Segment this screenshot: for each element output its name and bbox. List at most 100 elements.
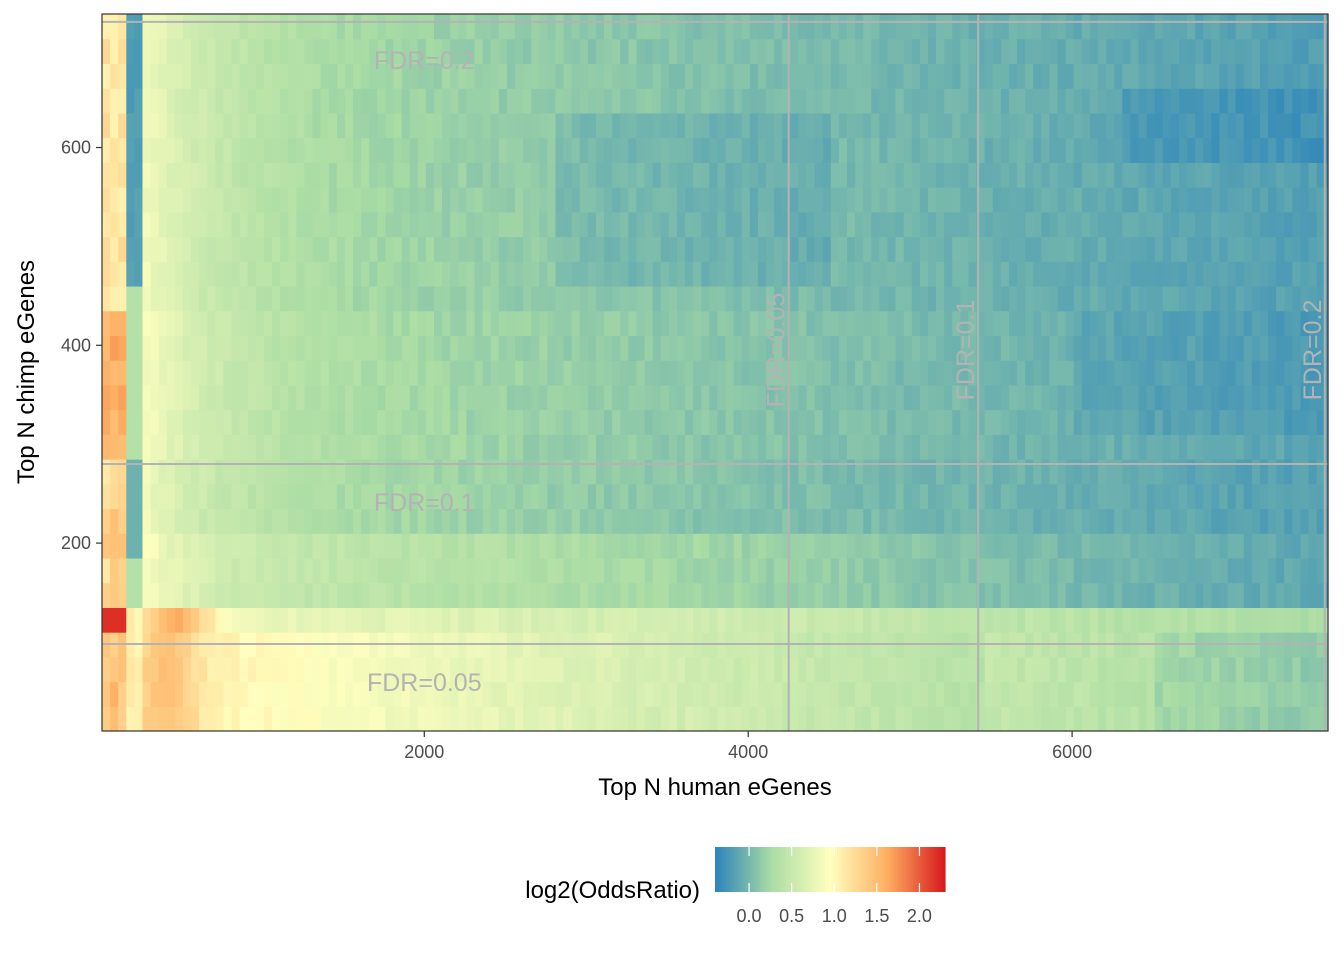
heatmap-cell bbox=[782, 187, 791, 213]
heatmap-cell bbox=[1203, 483, 1212, 510]
heatmap-cell bbox=[1033, 112, 1042, 139]
heatmap-cell bbox=[725, 434, 735, 460]
heatmap-cell bbox=[676, 384, 686, 411]
heatmap-cell bbox=[879, 557, 889, 584]
heatmap-cell bbox=[879, 310, 889, 337]
heatmap-cell bbox=[102, 681, 111, 707]
heatmap-cell bbox=[903, 360, 913, 386]
heatmap-cell bbox=[741, 607, 751, 633]
heatmap-cell bbox=[774, 582, 783, 608]
heatmap-cell bbox=[199, 533, 208, 559]
heatmap-cell bbox=[855, 557, 864, 584]
heatmap-cell bbox=[1114, 88, 1123, 114]
heatmap-cell bbox=[199, 310, 208, 337]
heatmap-cell bbox=[239, 14, 249, 40]
heatmap-cell bbox=[1300, 557, 1310, 584]
heatmap-cell bbox=[1179, 285, 1188, 312]
heatmap-cell bbox=[425, 582, 435, 608]
heatmap-cell bbox=[263, 261, 273, 287]
heatmap-cell bbox=[887, 137, 897, 163]
heatmap-cell bbox=[288, 137, 297, 163]
heatmap-cell bbox=[312, 607, 322, 633]
heatmap-cell bbox=[652, 63, 662, 89]
heatmap-cell bbox=[968, 434, 978, 460]
heatmap-cell bbox=[1268, 38, 1277, 65]
heatmap-cell bbox=[498, 656, 508, 683]
heatmap-cell bbox=[1114, 508, 1123, 534]
heatmap-cell bbox=[126, 261, 135, 287]
heatmap-cell bbox=[960, 162, 970, 188]
heatmap-cell bbox=[1219, 459, 1229, 485]
heatmap-cell bbox=[757, 310, 767, 337]
heatmap-cell bbox=[725, 261, 735, 287]
heatmap-cell bbox=[191, 384, 200, 411]
heatmap-cell bbox=[150, 607, 160, 633]
heatmap-cell bbox=[936, 459, 945, 485]
heatmap-cell bbox=[1049, 459, 1059, 485]
heatmap-cell bbox=[1316, 434, 1326, 460]
heatmap-cell bbox=[182, 162, 192, 188]
heatmap-cell bbox=[1170, 137, 1180, 163]
heatmap-cell bbox=[215, 310, 225, 337]
heatmap-cell bbox=[644, 607, 654, 633]
heatmap-cell bbox=[434, 681, 443, 707]
heatmap-cell bbox=[1138, 261, 1148, 287]
heatmap-cell bbox=[207, 360, 216, 386]
heatmap-cell bbox=[458, 236, 467, 262]
heatmap-cell bbox=[644, 384, 654, 411]
heatmap-cell bbox=[239, 310, 249, 337]
heatmap-cell bbox=[134, 508, 144, 534]
heatmap-cell bbox=[531, 261, 540, 287]
heatmap-cell bbox=[296, 409, 306, 435]
heatmap-cell bbox=[660, 434, 670, 460]
heatmap-cell bbox=[231, 88, 241, 114]
heatmap-cell bbox=[1300, 310, 1310, 337]
heatmap-cell bbox=[855, 137, 864, 163]
plot-panel-border bbox=[101, 13, 1329, 732]
heatmap-cell bbox=[255, 14, 265, 40]
heatmap-cell bbox=[231, 112, 241, 139]
heatmap-cell bbox=[668, 335, 678, 361]
heatmap-cell bbox=[1000, 335, 1010, 361]
heatmap-cell bbox=[1073, 14, 1083, 40]
heatmap-cell bbox=[879, 706, 889, 732]
heatmap-cell bbox=[110, 656, 119, 683]
heatmap-cell bbox=[377, 607, 387, 633]
heatmap-cell bbox=[887, 285, 897, 312]
colorbar-segment bbox=[909, 847, 912, 892]
heatmap-cell bbox=[766, 434, 775, 460]
heatmap-cell bbox=[1057, 14, 1067, 40]
heatmap-cell bbox=[919, 360, 929, 386]
heatmap-cell bbox=[1268, 483, 1277, 510]
heatmap-cell bbox=[1268, 63, 1277, 89]
heatmap-cell bbox=[150, 533, 160, 559]
heatmap-cell bbox=[498, 63, 508, 89]
heatmap-cell bbox=[676, 656, 686, 683]
heatmap-cell bbox=[1227, 236, 1237, 262]
heatmap-cell bbox=[741, 187, 751, 213]
heatmap-cell bbox=[571, 607, 581, 633]
heatmap-cell bbox=[514, 508, 524, 534]
heatmap-cell bbox=[741, 582, 751, 608]
colorbar-segment bbox=[823, 847, 826, 892]
heatmap-cell bbox=[927, 434, 937, 460]
heatmap-cell bbox=[676, 607, 686, 633]
heatmap-cell bbox=[369, 706, 378, 732]
heatmap-cell bbox=[401, 656, 411, 683]
heatmap-cell bbox=[1089, 459, 1099, 485]
heatmap-cell bbox=[822, 211, 832, 238]
heatmap-cell bbox=[344, 582, 354, 608]
heatmap-cell bbox=[1284, 434, 1293, 460]
heatmap-cell bbox=[1041, 508, 1051, 534]
heatmap-cell bbox=[1073, 384, 1083, 411]
heatmap-cell bbox=[628, 162, 638, 188]
heatmap-cell bbox=[1243, 38, 1253, 65]
heatmap-cell bbox=[547, 187, 557, 213]
heatmap-cell bbox=[620, 187, 629, 213]
heatmap-cell bbox=[1276, 508, 1285, 534]
heatmap-cell bbox=[1170, 112, 1180, 139]
heatmap-cell bbox=[766, 335, 775, 361]
heatmap-cell bbox=[1033, 459, 1042, 485]
heatmap-cell bbox=[102, 63, 111, 89]
heatmap-cell bbox=[936, 187, 945, 213]
